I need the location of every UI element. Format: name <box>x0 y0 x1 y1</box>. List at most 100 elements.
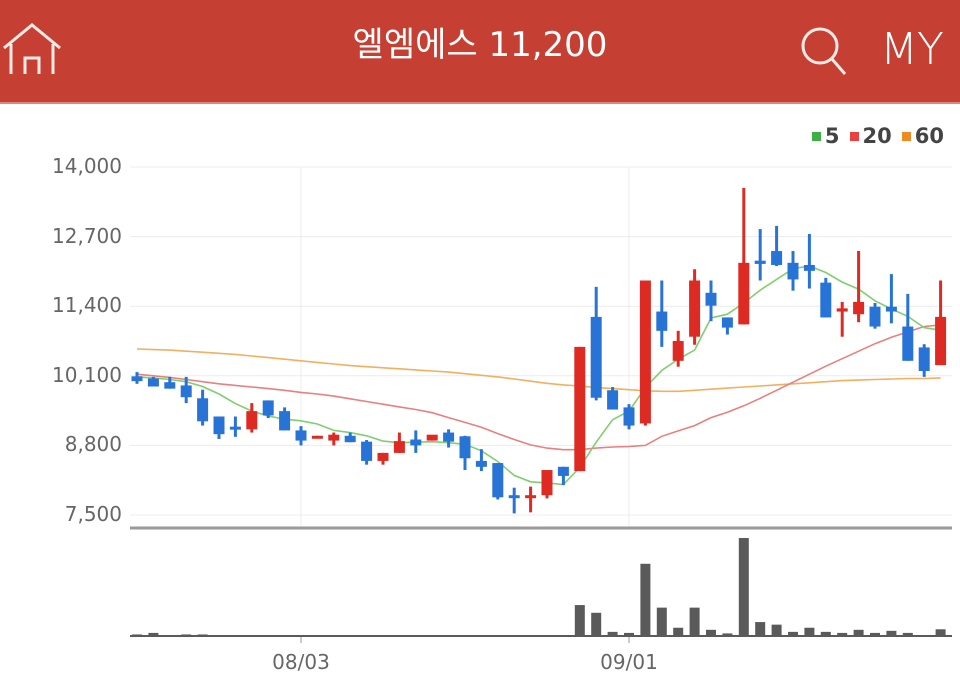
candle-down <box>344 435 356 443</box>
y-tick-label: 11,400 <box>52 293 122 318</box>
volume-bar <box>640 563 651 636</box>
candle-up <box>672 341 684 361</box>
volume-bar <box>771 624 782 636</box>
candle-down <box>279 411 291 431</box>
legend-item-ma5[interactable]: 5 <box>811 124 840 148</box>
candle-down <box>147 378 159 387</box>
candle-down <box>771 251 783 265</box>
search-button[interactable] <box>798 26 850 78</box>
search-icon <box>801 27 847 75</box>
volume-bar <box>197 634 208 636</box>
legend-label-ma20: 20 <box>862 124 892 148</box>
header-bar: 엘엠에스 11,200 MY <box>0 0 960 104</box>
volume-bar <box>689 607 700 636</box>
chart-legend: 5 20 60 <box>811 124 944 148</box>
candle-down <box>508 495 520 499</box>
home-icon <box>3 23 61 74</box>
volume-bar <box>755 622 766 636</box>
volume-bar <box>164 635 175 636</box>
volume-bar <box>624 632 634 636</box>
candle-up <box>393 441 405 453</box>
candle-down <box>869 306 881 327</box>
ma20-line <box>136 324 941 451</box>
candle-down <box>197 398 209 422</box>
candle-down <box>705 292 717 306</box>
candle-down <box>721 317 733 328</box>
candle-down <box>607 390 619 410</box>
candle-down <box>361 441 373 461</box>
volume-bar <box>607 631 618 636</box>
y-tick-label: 10,100 <box>52 362 122 387</box>
candle-up <box>541 470 553 496</box>
candle-down <box>475 460 487 467</box>
candle-down <box>131 376 143 382</box>
home-button[interactable] <box>2 22 64 78</box>
candle-down <box>918 347 930 371</box>
candle-down <box>557 466 569 476</box>
candle-up <box>525 495 537 499</box>
candle-up <box>426 434 438 441</box>
my-page-button[interactable]: MY <box>880 24 944 75</box>
page-title: 엘엠에스 11,200 <box>352 25 608 65</box>
volume-bar <box>820 631 831 636</box>
volume-bar <box>935 629 946 636</box>
volume-bar <box>214 635 224 636</box>
legend-swatch-ma5 <box>811 131 821 141</box>
y-tick-label: 14,000 <box>52 154 122 178</box>
candle-up <box>836 308 848 312</box>
candle-down <box>295 430 307 441</box>
candle-up <box>935 316 947 366</box>
y-tick-label: 8,800 <box>64 432 122 457</box>
candle-down <box>656 311 668 331</box>
legend-label-ma60: 60 <box>914 124 944 148</box>
candle-down <box>902 326 914 361</box>
legend-swatch-ma60 <box>901 131 911 141</box>
candle-down <box>787 262 799 280</box>
candle-up <box>738 262 750 325</box>
candle-up <box>328 434 340 441</box>
volume-bar <box>246 635 257 636</box>
volume-bar <box>591 612 602 636</box>
candle-up <box>853 301 865 315</box>
volume-bar <box>706 629 716 636</box>
x-tick-label: 08/03 <box>272 650 330 674</box>
candle-down <box>754 260 766 264</box>
candle-down <box>820 282 832 318</box>
legend-label-ma5: 5 <box>824 124 840 148</box>
volume-bar <box>902 632 913 636</box>
y-tick-label: 12,700 <box>52 223 122 248</box>
volume-bar <box>574 605 585 636</box>
volume-bar <box>804 627 815 636</box>
ma60-line <box>136 348 941 393</box>
volume-bar <box>788 631 798 636</box>
candle-down <box>410 439 422 446</box>
candle-down <box>262 400 274 416</box>
volume-bar <box>886 630 897 636</box>
ma5-line <box>136 265 941 486</box>
volume-bar <box>870 632 880 636</box>
candle-up <box>574 346 586 472</box>
y-tick-label: 7,500 <box>64 502 122 526</box>
candle-down <box>590 316 602 398</box>
volume-bar <box>656 607 667 636</box>
volume-bar <box>853 629 864 636</box>
volume-bar <box>673 627 684 636</box>
candle-up <box>377 452 389 461</box>
volume-bar <box>148 632 159 636</box>
candle-down <box>459 436 471 459</box>
candle-up <box>311 435 323 439</box>
legend-item-ma60[interactable]: 60 <box>901 124 944 148</box>
candle-down <box>492 463 504 498</box>
candle-down <box>803 264 815 271</box>
candle-up <box>246 411 258 430</box>
candle-up <box>639 280 651 424</box>
volume-bar <box>722 633 733 636</box>
candle-down <box>229 426 241 430</box>
volume-bar <box>181 634 192 636</box>
candle-down <box>213 416 225 435</box>
legend-swatch-ma20 <box>849 131 859 141</box>
candle-down <box>180 385 192 398</box>
candle-down <box>623 407 635 426</box>
legend-item-ma20[interactable]: 20 <box>849 124 892 148</box>
